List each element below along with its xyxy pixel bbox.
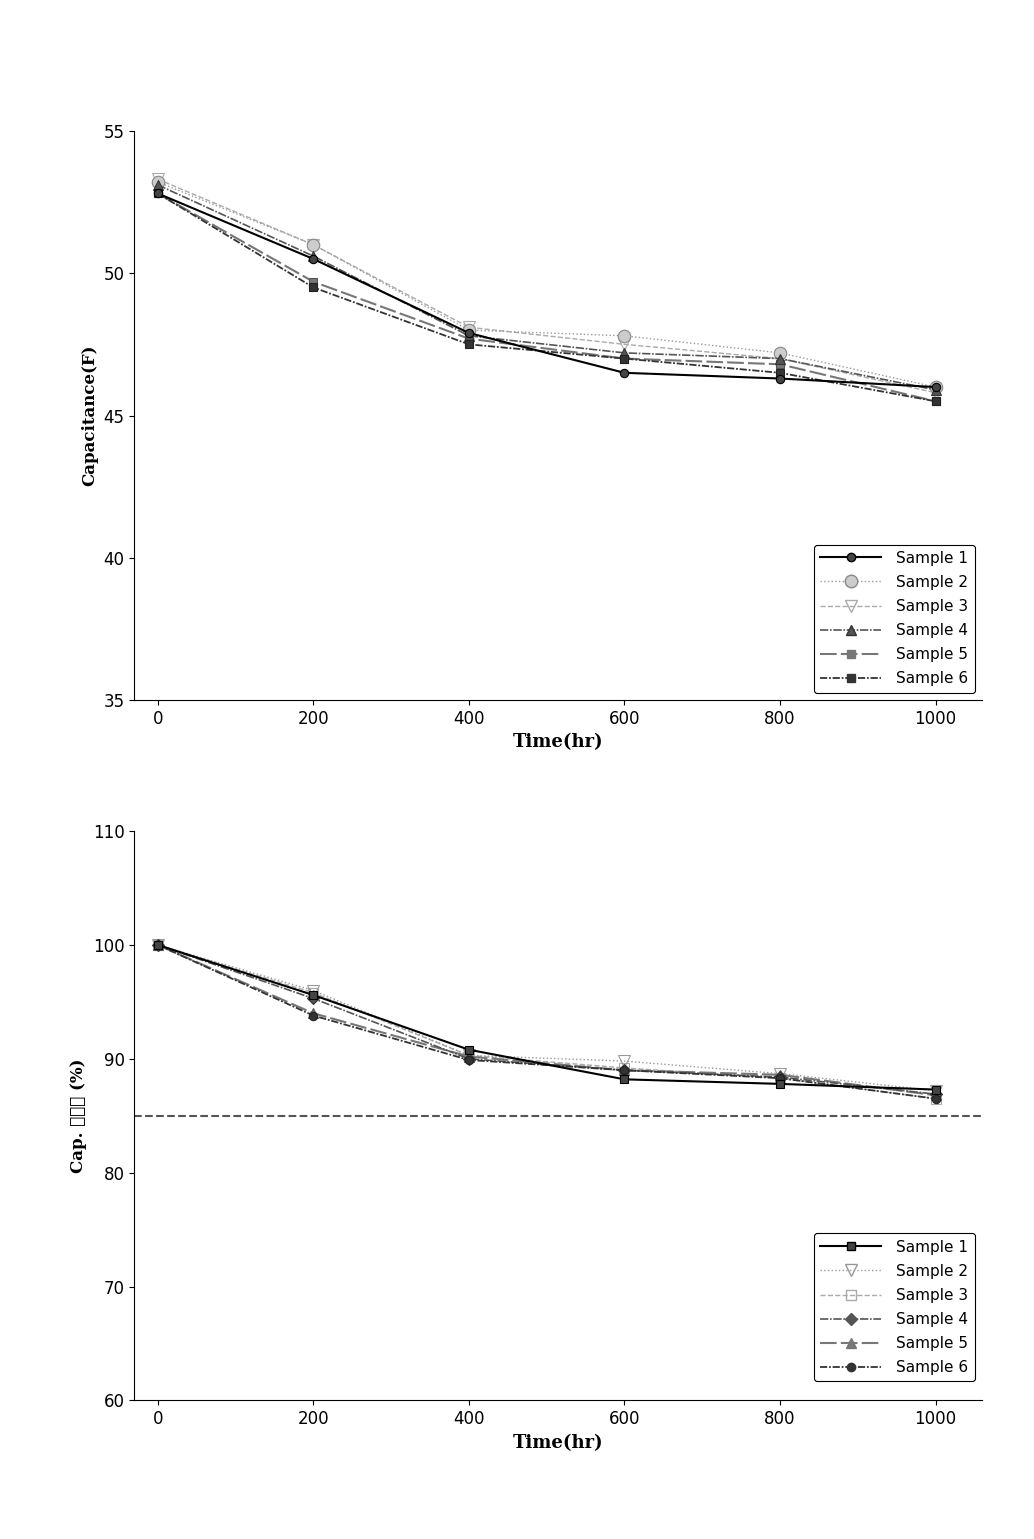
X-axis label: Time(hr): Time(hr) — [513, 1434, 604, 1451]
Y-axis label: Cap. 변화율 (%): Cap. 변화율 (%) — [70, 1059, 88, 1173]
Y-axis label: Capacitance(F): Capacitance(F) — [81, 345, 98, 486]
Legend: Sample 1, Sample 2, Sample 3, Sample 4, Sample 5, Sample 6: Sample 1, Sample 2, Sample 3, Sample 4, … — [814, 1233, 975, 1382]
Legend: Sample 1, Sample 2, Sample 3, Sample 4, Sample 5, Sample 6: Sample 1, Sample 2, Sample 3, Sample 4, … — [814, 545, 975, 693]
X-axis label: Time(hr): Time(hr) — [513, 734, 604, 751]
